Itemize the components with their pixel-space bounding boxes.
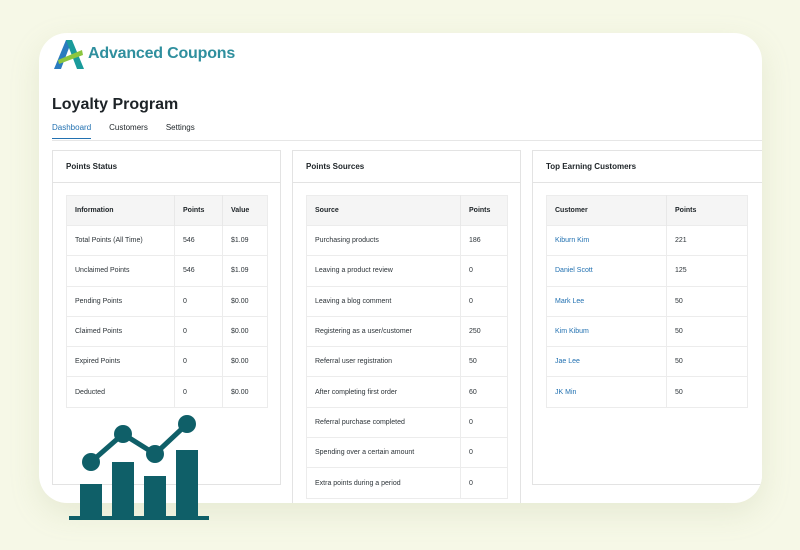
table-cell: Claimed Points — [66, 315, 175, 347]
table-cell: 50 — [666, 346, 748, 377]
panel-title: Top Earning Customers — [533, 151, 762, 183]
table-row: After completing first order 60 — [306, 376, 508, 408]
table-cell: 186 — [460, 224, 508, 256]
table-cell: 50 — [666, 315, 748, 347]
table-cell: 546 — [174, 255, 223, 287]
top-customers-table: Customer Points Kiburn Kim 221 Daniel Sco… — [546, 195, 748, 408]
tabs-divider — [52, 140, 762, 141]
table-row: Purchasing products 186 — [306, 224, 508, 256]
column-header: Customer — [546, 195, 667, 226]
top-earning-customers-panel: Top Earning Customers Customer Points Ki… — [532, 150, 762, 485]
table-cell: 50 — [460, 346, 508, 377]
customer-link[interactable]: Kiburn Kim — [546, 224, 667, 256]
table-cell: Unclaimed Points — [66, 255, 175, 287]
column-header: Information — [66, 195, 175, 226]
table-cell: Extra points during a period — [306, 467, 461, 499]
tab-settings[interactable]: Settings — [165, 123, 195, 132]
table-row: Leaving a blog comment 0 — [306, 285, 508, 317]
table-cell: Pending Points — [66, 285, 175, 317]
table-cell: $0.00 — [222, 346, 268, 377]
table-cell: Leaving a blog comment — [306, 285, 461, 317]
customer-link[interactable]: Kim Kibum — [546, 315, 667, 347]
table-cell: Leaving a product review — [306, 255, 461, 287]
table-row: Daniel Scott 125 — [546, 255, 748, 287]
column-header: Value — [222, 195, 268, 226]
table-row: Referral user registration 50 — [306, 346, 508, 377]
table-row: Spending over a certain amount 0 — [306, 437, 508, 468]
table-row: Kim Kibum 50 — [546, 315, 748, 347]
table-cell: 60 — [460, 376, 508, 408]
table-row: Deducted 0 $0.00 — [66, 376, 268, 408]
app-window: Advanced Coupons Loyalty Program Dashboa… — [39, 33, 762, 503]
table-row: Registering as a user/customer 250 — [306, 315, 508, 347]
table-cell: 50 — [666, 285, 748, 317]
table-cell: 0 — [174, 346, 223, 377]
bar-line-chart-icon — [69, 415, 209, 520]
table-cell: 0 — [174, 285, 223, 317]
table-cell: $0.00 — [222, 285, 268, 317]
panel-title: Points Status — [53, 151, 280, 183]
page-title: Loyalty Program — [52, 96, 179, 113]
table-row: Pending Points 0 $0.00 — [66, 285, 268, 317]
table-row: Unclaimed Points 546 $1.09 — [66, 255, 268, 287]
brand-name: Advanced Coupons — [88, 45, 236, 62]
customer-link[interactable]: Daniel Scott — [546, 255, 667, 287]
table-cell: Expired Points — [66, 346, 175, 377]
table-cell: Referral purchase completed — [306, 406, 461, 438]
column-header: Points — [460, 195, 508, 226]
table-cell: 221 — [666, 224, 748, 256]
table-cell: 0 — [460, 437, 508, 468]
table-cell: Purchasing products — [306, 224, 461, 256]
table-cell: Spending over a certain amount — [306, 437, 461, 468]
table-cell: 0 — [460, 467, 508, 499]
column-header: Points — [666, 195, 748, 226]
tab-bar: Dashboard Customers Settings — [52, 123, 213, 139]
table-row: Kiburn Kim 221 — [546, 224, 748, 256]
table-cell: $1.09 — [222, 224, 268, 256]
table-cell: 0 — [460, 406, 508, 438]
column-header: Source — [306, 195, 461, 226]
table-row: Claimed Points 0 $0.00 — [66, 315, 268, 347]
table-row: Expired Points 0 $0.00 — [66, 346, 268, 377]
table-cell: $1.09 — [222, 255, 268, 287]
table-cell: Referral user registration — [306, 346, 461, 377]
table-cell: 125 — [666, 255, 748, 287]
table-row: Jae Lee 50 — [546, 346, 748, 377]
customer-link[interactable]: Mark Lee — [546, 285, 667, 317]
table-cell: After completing first order — [306, 376, 461, 408]
customer-link[interactable]: JK Min — [546, 376, 667, 408]
table-row: JK Min 50 — [546, 376, 748, 408]
customer-link[interactable]: Jae Lee — [546, 346, 667, 377]
table-cell: 0 — [174, 376, 223, 408]
advanced-coupons-logo-icon — [54, 40, 84, 69]
table-cell: 0 — [174, 315, 223, 347]
table-cell: Registering as a user/customer — [306, 315, 461, 347]
table-row: Leaving a product review 0 — [306, 255, 508, 287]
table-cell: 50 — [666, 376, 748, 408]
table-row: Mark Lee 50 — [546, 285, 748, 317]
table-cell: $0.00 — [222, 315, 268, 347]
points-sources-panel: Points Sources Source Points Purchasing … — [292, 150, 521, 503]
column-header: Points — [174, 195, 223, 226]
table-row: Referral purchase completed 0 — [306, 406, 508, 438]
table-cell: $0.00 — [222, 376, 268, 408]
brand-logo[interactable]: Advanced Coupons — [52, 38, 235, 70]
table-cell: Total Points (All Time) — [66, 224, 175, 256]
table-cell: 0 — [460, 255, 508, 287]
table-cell: 250 — [460, 315, 508, 347]
points-status-table: Information Points Value Total Points (A… — [66, 195, 268, 408]
table-row: Total Points (All Time) 546 $1.09 — [66, 224, 268, 256]
table-row: Extra points during a period 0 — [306, 467, 508, 499]
points-sources-table: Source Points Purchasing products 186 Lea… — [306, 195, 508, 499]
table-cell: Deducted — [66, 376, 175, 408]
panel-title: Points Sources — [293, 151, 520, 183]
table-cell: 0 — [460, 285, 508, 317]
tab-dashboard[interactable]: Dashboard — [52, 123, 92, 139]
points-status-panel: Points Status Information Points Value T… — [52, 150, 281, 485]
tab-customers[interactable]: Customers — [109, 123, 148, 132]
table-cell: 546 — [174, 224, 223, 256]
